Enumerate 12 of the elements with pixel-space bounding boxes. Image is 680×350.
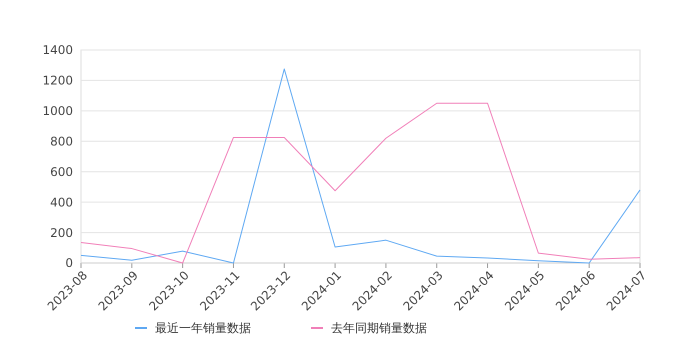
legend-label: 最近一年销量数据 [155, 321, 251, 336]
y-tick-label: 600 [50, 164, 73, 179]
y-tick-label: 0 [65, 256, 73, 270]
legend-label: 去年同期销量数据 [331, 321, 427, 336]
y-tick-label: 1000 [42, 104, 73, 118]
y-tick-label: 1200 [42, 74, 73, 88]
y-tick-label: 200 [50, 226, 73, 240]
y-tick-label: 400 [50, 195, 73, 210]
line-series [80, 68, 640, 264]
y-tick-label: 800 [50, 134, 73, 148]
line-series [80, 102, 640, 264]
y-tick-label: 1400 [42, 43, 73, 58]
